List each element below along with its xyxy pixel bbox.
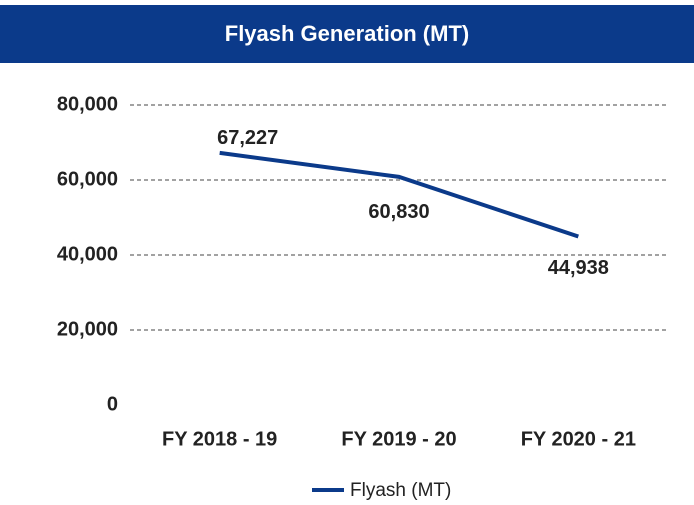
data-label: 44,938: [548, 257, 609, 279]
title-banner: [0, 5, 694, 63]
chart-title: Flyash Generation (MT): [225, 21, 469, 46]
y-tick-label: 80,000: [57, 93, 118, 115]
y-tick-label: 0: [107, 393, 118, 415]
data-label: 67,227: [217, 127, 278, 149]
y-tick-label: 60,000: [57, 168, 118, 190]
legend-label: Flyash (MT): [350, 480, 451, 501]
y-tick-label: 20,000: [57, 318, 118, 340]
x-tick-label: FY 2020 - 21: [521, 428, 636, 450]
x-tick-label: FY 2019 - 20: [341, 428, 456, 450]
x-tick-label: FY 2018 - 19: [162, 428, 277, 450]
data-label: 60,830: [368, 201, 429, 223]
line: [219, 150, 579, 239]
y-tick-label: 40,000: [57, 243, 118, 265]
